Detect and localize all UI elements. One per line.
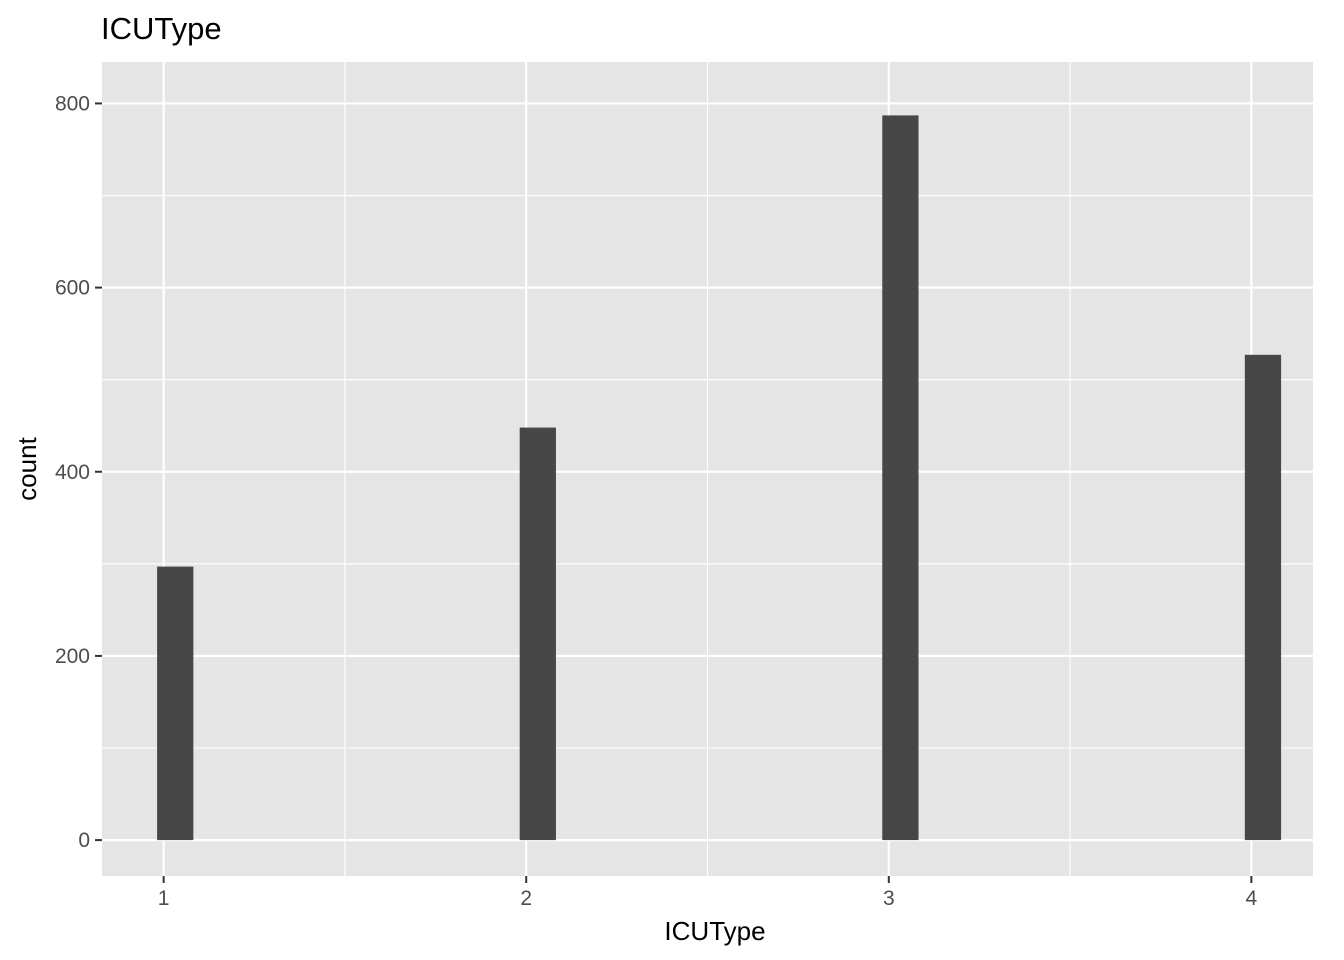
y-axis-title: count [12, 436, 42, 500]
bars [157, 115, 1282, 841]
grid-minor [102, 62, 1313, 876]
x-axis: 1 2 3 4 [158, 876, 1258, 910]
bar [882, 115, 919, 841]
y-tick-label: 400 [55, 461, 90, 484]
y-tick-label: 200 [55, 645, 90, 668]
y-tick-label: 600 [55, 277, 90, 300]
x-tick-label: 4 [1246, 887, 1258, 910]
y-axis: 0 200 400 600 800 [55, 92, 102, 852]
bar [519, 427, 556, 841]
x-tick-label: 3 [883, 887, 895, 910]
x-axis-title: ICUType [664, 916, 765, 946]
x-tick-label: 2 [520, 887, 532, 910]
bar [157, 566, 194, 841]
y-tick-label: 800 [55, 92, 90, 115]
x-tick-label: 1 [158, 887, 170, 910]
bar [1244, 354, 1282, 841]
chart-title: ICUType [101, 11, 222, 46]
y-tick-label: 0 [78, 829, 90, 852]
